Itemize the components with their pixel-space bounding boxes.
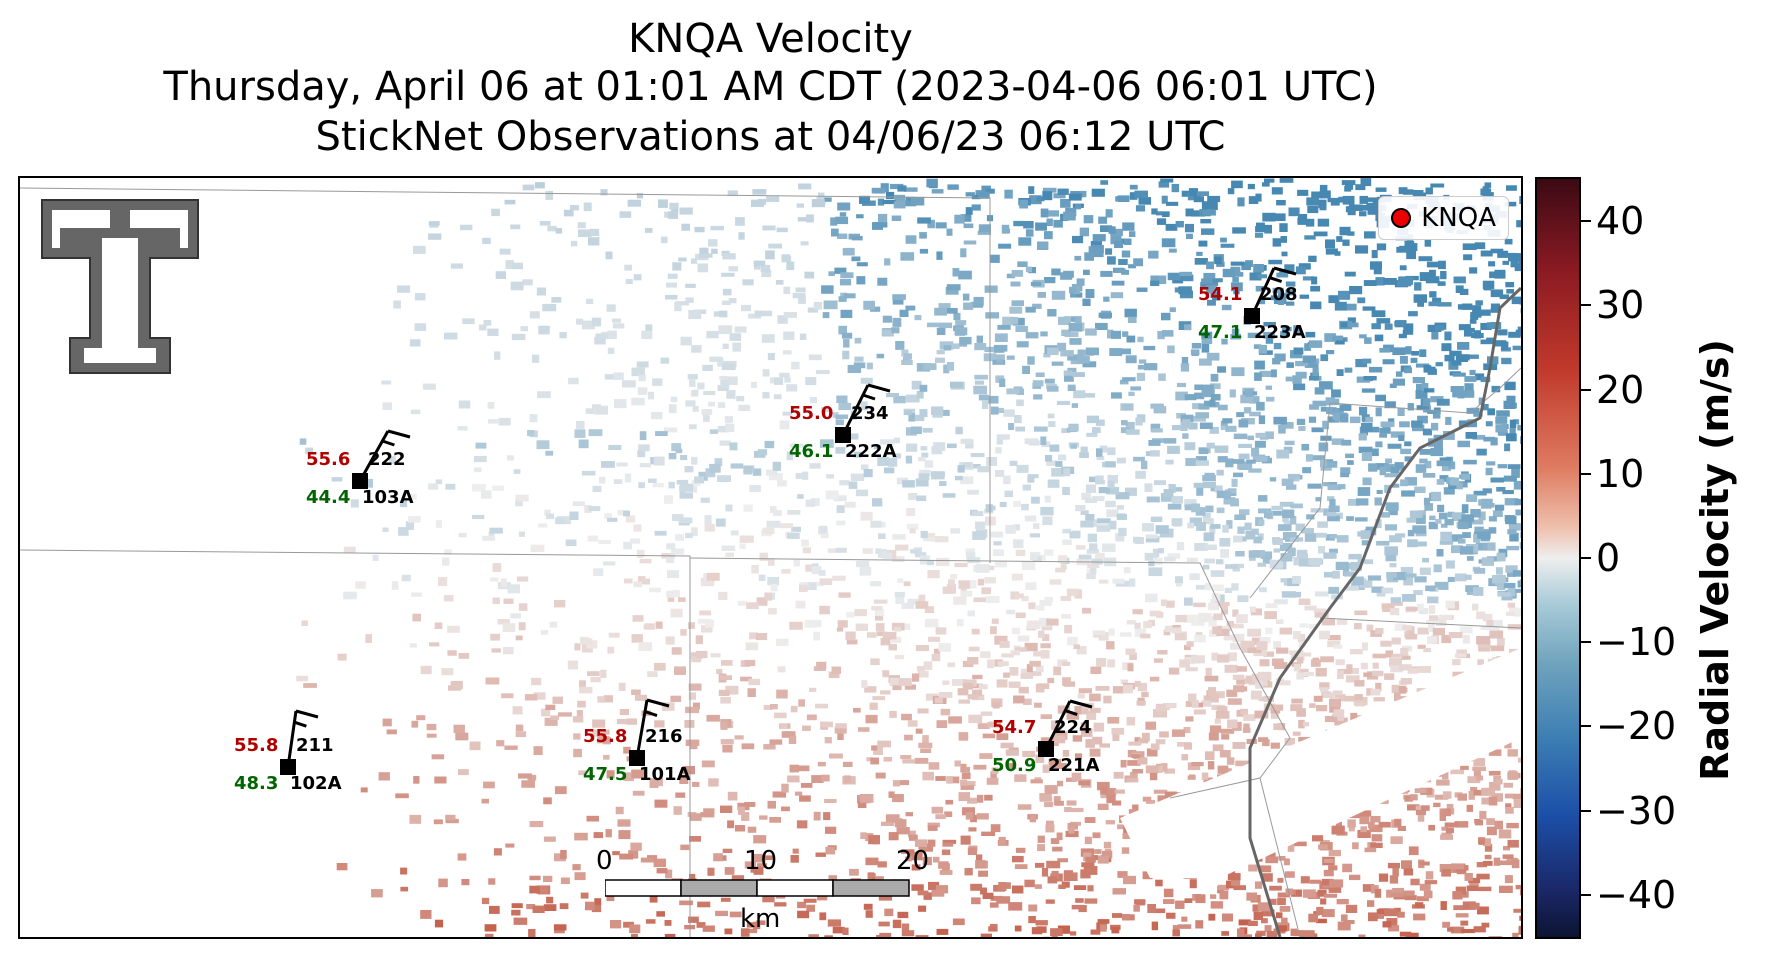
station-marker <box>629 750 645 766</box>
wind-barb-shaft <box>841 384 870 436</box>
colorbar-tick-mark <box>1581 725 1591 728</box>
colorbar-tick-label: 20 <box>1596 367 1645 412</box>
station-dewpoint: 44.4 <box>306 487 351 508</box>
wind-barb-shaft <box>358 430 390 482</box>
wind-barb-flag <box>1273 266 1297 276</box>
colorbar <box>1535 177 1581 939</box>
wind-barb-half-flag <box>293 720 307 728</box>
colorbar-tick-mark <box>1581 220 1591 223</box>
station-dewpoint: 47.1 <box>1198 322 1243 343</box>
colorbar-tick-mark <box>1581 388 1591 391</box>
station-temperature: 54.7 <box>992 717 1037 738</box>
wind-barb-half-flag <box>1064 709 1078 717</box>
wind-barb-half-flag <box>644 710 658 718</box>
station-marker <box>1038 741 1054 757</box>
colorbar-tick-mark <box>1581 557 1591 559</box>
colorbar-tick-label: 30 <box>1596 283 1645 328</box>
colorbar-tick-mark <box>1581 893 1591 896</box>
station-temperature: 54.1 <box>1198 284 1243 305</box>
radar-map[interactable]: KNQA 55.6 222 44.4 103A 55.0 234 46.1 222A 54.1 2… <box>18 176 1523 939</box>
wind-barb-flag <box>1069 699 1093 709</box>
map-subtitle-obs: StickNet Observations at 04/06/23 06:12 … <box>315 114 1226 160</box>
velocity-gates <box>296 178 1521 937</box>
station-wind-direction: 216 <box>645 726 683 747</box>
station-overlay <box>280 266 1297 775</box>
station-id: 222A <box>845 441 897 462</box>
county-boundaries <box>20 187 1521 937</box>
radar-site-marker-icon <box>1391 208 1412 228</box>
wind-barb-half-flag <box>862 393 876 401</box>
station-id: 102A <box>290 773 342 794</box>
station-id: 221A <box>1048 755 1100 776</box>
station-wind-direction: 224 <box>1054 717 1092 738</box>
colorbar-tick-label: −10 <box>1596 620 1677 665</box>
scale-tick-0: 0 <box>596 846 613 876</box>
station-marker <box>835 427 851 443</box>
colorbar-tick-label: −30 <box>1596 788 1677 833</box>
station-marker <box>280 759 296 775</box>
wind-barb-shaft <box>635 699 649 759</box>
station-temperature: 55.6 <box>306 449 351 470</box>
wind-barb-shaft <box>286 710 298 768</box>
scale-unit: km <box>740 904 781 934</box>
wind-barb-flag <box>295 709 319 719</box>
scale-tick-10: 10 <box>744 846 778 876</box>
wind-barb-flag <box>387 429 411 439</box>
station-temperature: 55.8 <box>583 726 628 747</box>
station-id: 223A <box>1254 322 1306 343</box>
station-wind-direction: 208 <box>1260 284 1298 305</box>
station-id: 101A <box>639 764 691 785</box>
velocity-field <box>296 178 1521 937</box>
station-dewpoint: 48.3 <box>234 773 279 794</box>
station-dewpoint: 46.1 <box>789 441 834 462</box>
map-subtitle-time: Thursday, April 06 at 01:01 AM CDT (2023… <box>163 64 1378 110</box>
wind-barb-half-flag <box>1269 276 1283 284</box>
colorbar-tick-mark <box>1581 809 1591 812</box>
station-wind-direction: 234 <box>851 403 889 424</box>
colorbar-tick-label: 40 <box>1596 199 1645 244</box>
station-marker <box>1244 308 1260 324</box>
station-dewpoint: 50.9 <box>992 755 1037 776</box>
station-dewpoint: 47.5 <box>583 764 628 785</box>
scale-tick-20: 20 <box>896 846 930 876</box>
map-title: KNQA Velocity <box>628 16 913 62</box>
station-wind-direction: 222 <box>368 449 406 470</box>
map-legend: KNQA <box>1378 196 1509 240</box>
station-id: 103A <box>362 487 414 508</box>
legend-label: KNQA <box>1421 203 1496 233</box>
colorbar-tick-label: 0 <box>1596 536 1621 580</box>
station-temperature: 55.8 <box>234 735 279 756</box>
wind-barb-flag <box>646 698 670 708</box>
colorbar-tick-mark <box>1581 472 1591 475</box>
station-marker <box>352 473 368 489</box>
colorbar-tick-mark <box>1581 304 1591 307</box>
colorbar-tick-mark <box>1581 641 1591 644</box>
colorbar-label: Radial Velocity (m/s) <box>1693 339 1737 781</box>
wind-barb-half-flag <box>381 439 395 447</box>
station-wind-direction: 211 <box>296 735 334 756</box>
colorbar-tick-label: −20 <box>1596 704 1677 749</box>
colorbar-tick-label: 10 <box>1596 451 1645 496</box>
colorbar-tick-label: −40 <box>1596 872 1677 917</box>
beam-blockage-gap <box>1120 648 1521 878</box>
station-temperature: 55.0 <box>789 403 834 424</box>
wind-barb-flag <box>867 383 891 393</box>
